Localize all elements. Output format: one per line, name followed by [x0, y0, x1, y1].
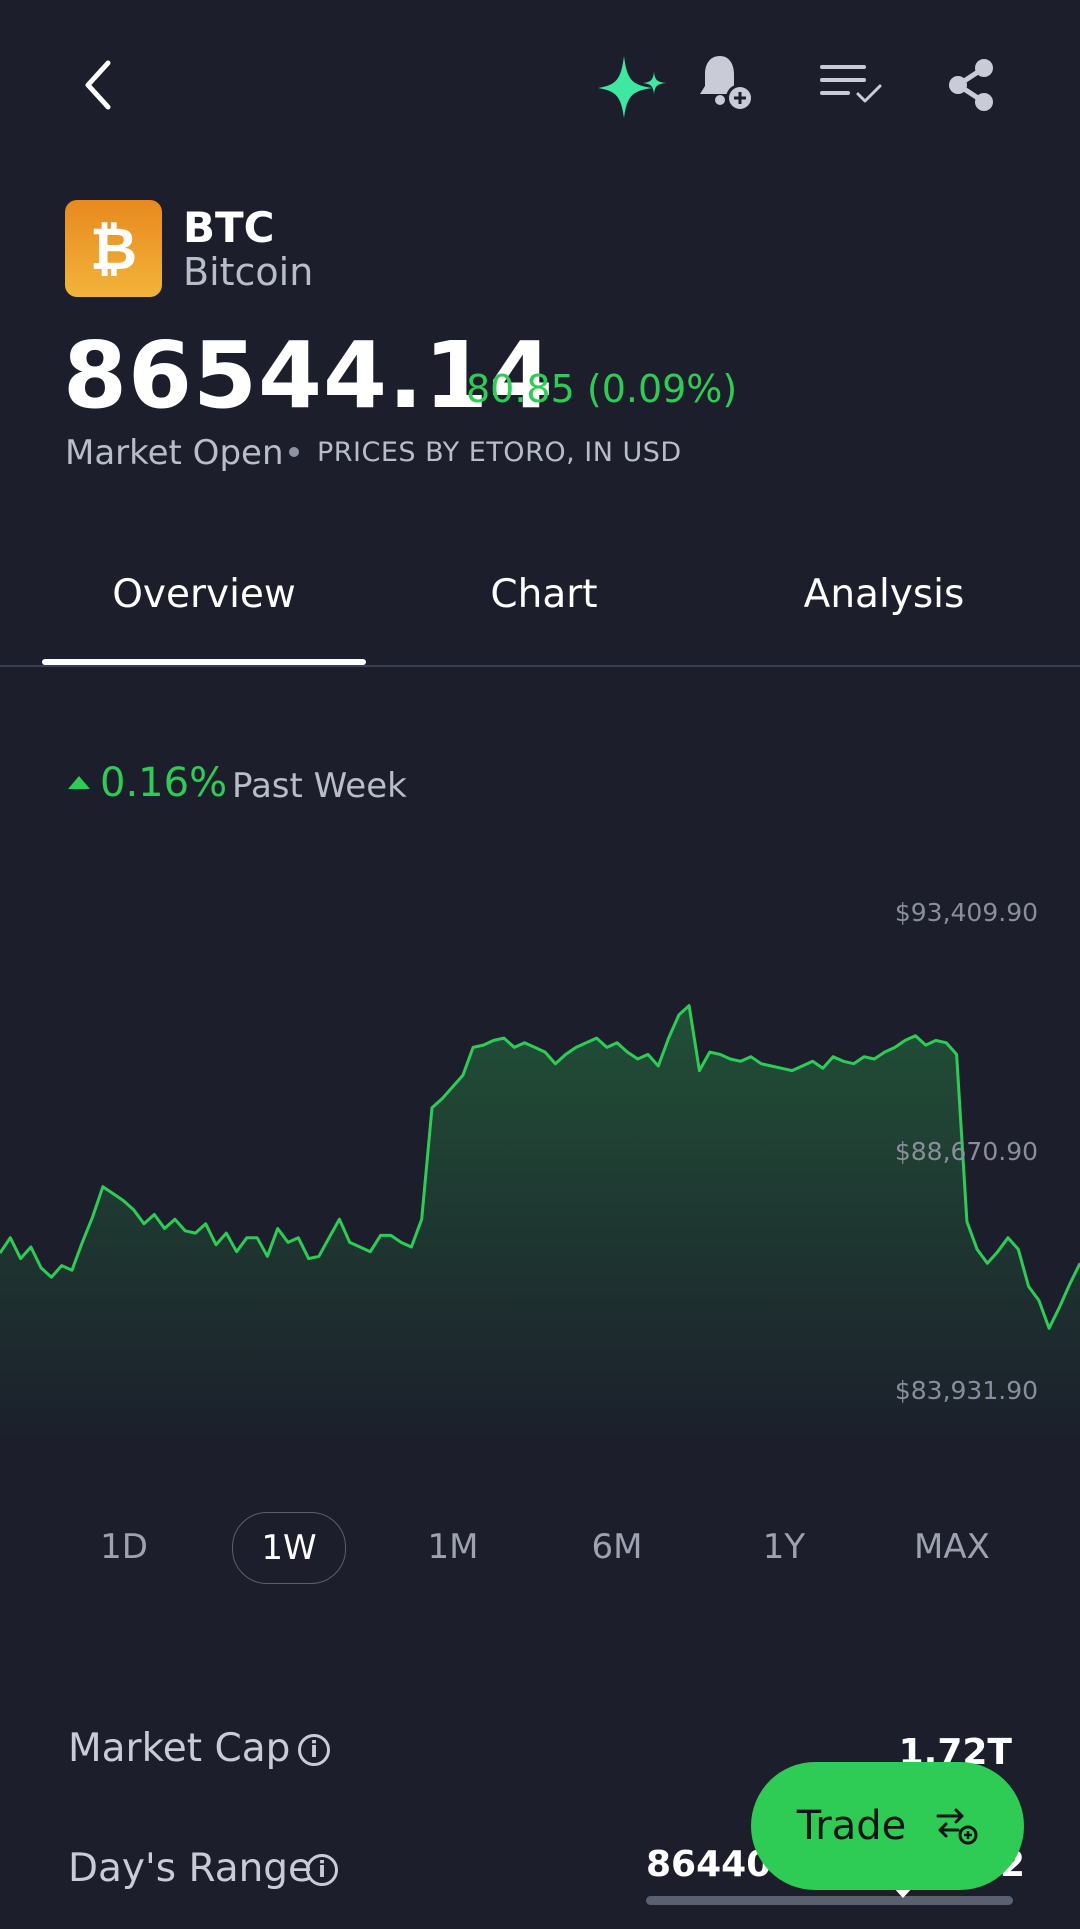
- bell-plus-icon: [700, 56, 754, 112]
- chevron-left-icon: [85, 60, 111, 110]
- y-axis-tick-high: $93,409.90: [894, 898, 1038, 927]
- price-change: 80.85 (0.09%): [466, 367, 738, 411]
- price-source: PRICES BY ETORO, IN USD: [317, 437, 682, 468]
- price-chart[interactable]: [0, 880, 1080, 1450]
- active-tab-indicator: [42, 659, 366, 665]
- range-1d[interactable]: 1D: [100, 1527, 148, 1567]
- performance-value: 0.16%: [100, 760, 228, 806]
- tabs-divider: [0, 665, 1080, 667]
- range-1m[interactable]: 1M: [427, 1527, 479, 1567]
- share-button[interactable]: [946, 58, 996, 112]
- bitcoin-logo-icon: ₿: [89, 214, 138, 283]
- asset-name: Bitcoin: [183, 250, 314, 294]
- price-alert-button[interactable]: [698, 52, 758, 116]
- up-arrow-icon: [68, 776, 90, 789]
- swap-plus-icon: [936, 1808, 978, 1845]
- tab-analysis[interactable]: Analysis: [803, 572, 965, 617]
- ai-insights-button[interactable]: [596, 50, 670, 122]
- info-icon[interactable]: i: [298, 1734, 330, 1766]
- asset-price: 86544.14: [63, 322, 555, 429]
- chart-price-line: [0, 1004, 1080, 1330]
- info-icon[interactable]: i: [306, 1854, 338, 1886]
- tab-chart[interactable]: Chart: [490, 572, 598, 617]
- days-range-label: Day's Range: [68, 1846, 313, 1891]
- asset-ticker: BTC: [183, 203, 275, 252]
- performance-period: Past Week: [232, 766, 407, 806]
- range-1y[interactable]: 1Y: [762, 1527, 806, 1567]
- watchlist-button[interactable]: [820, 62, 884, 106]
- y-axis-tick-low: $83,931.90: [894, 1376, 1038, 1405]
- y-axis-tick-mid: $88,670.90: [894, 1137, 1038, 1166]
- range-max[interactable]: MAX: [914, 1527, 990, 1567]
- sparkles-icon: [598, 56, 666, 118]
- list-check-icon: [820, 65, 882, 103]
- back-button[interactable]: [72, 55, 122, 115]
- separator-dot: [289, 447, 299, 457]
- trade-button-label: Trade: [796, 1803, 907, 1849]
- market-cap-label: Market Cap: [68, 1726, 291, 1771]
- share-icon: [949, 59, 993, 111]
- chart-area-fill: [0, 1005, 1080, 1440]
- range-6m[interactable]: 6M: [591, 1527, 643, 1567]
- trade-button[interactable]: Trade: [751, 1762, 1024, 1890]
- market-status: Market Open: [65, 433, 284, 473]
- coin-logo: ₿: [65, 200, 162, 297]
- range-1w[interactable]: 1W: [232, 1512, 346, 1584]
- tab-overview[interactable]: Overview: [112, 572, 296, 617]
- days-range-bar: [646, 1896, 1013, 1905]
